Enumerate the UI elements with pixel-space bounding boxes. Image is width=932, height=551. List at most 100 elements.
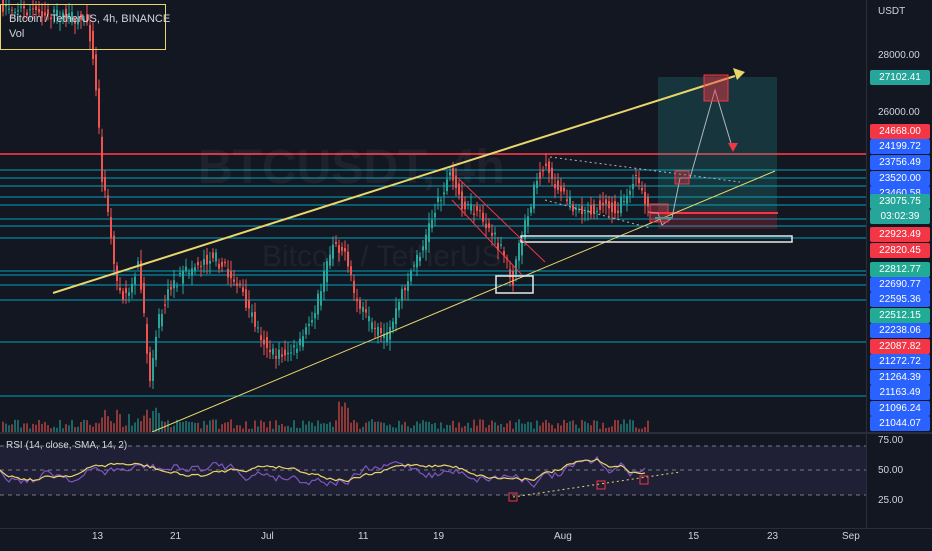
price-tag: 21264.39 [870, 370, 930, 385]
candle-body [377, 326, 379, 336]
candle-body [557, 180, 559, 191]
candle-body [629, 190, 631, 195]
candle-body [5, 3, 7, 7]
volume-bar [86, 420, 88, 432]
volume-bar [410, 428, 412, 432]
price-tick-26000: 26000.00 [878, 107, 920, 118]
candle-body [251, 312, 253, 317]
candle-body [596, 210, 598, 212]
candle-body [536, 180, 538, 188]
symbol-legend[interactable]: Bitcoin / TetherUS, 4h, BINANCE Vol [0, 4, 170, 50]
volume-bar [581, 419, 583, 432]
candle-body [590, 205, 592, 215]
volume-bar [2, 421, 4, 432]
volume-bar [578, 428, 580, 432]
candle-body [206, 254, 208, 265]
candle-body [167, 289, 169, 301]
volume-bar [377, 421, 379, 432]
candle-body [164, 304, 166, 306]
candle-body [524, 220, 526, 240]
rsi-chart[interactable] [0, 434, 866, 528]
price-tick-28000: 28000.00 [878, 50, 920, 61]
volume-bar [317, 420, 319, 432]
volume-bar [617, 420, 619, 432]
volume-bar [350, 422, 352, 432]
candle-body [587, 210, 589, 213]
candle-body [353, 280, 355, 293]
rsi-scale[interactable] [866, 434, 932, 528]
candle-body [101, 136, 103, 182]
volume-bar [461, 427, 463, 432]
time-axis[interactable] [0, 528, 932, 551]
candlestick-chart[interactable] [0, 0, 866, 432]
candle-body [530, 206, 532, 213]
volume-bar [389, 424, 391, 432]
candle-body [623, 201, 625, 203]
volume-bar [188, 421, 190, 432]
candle-body [185, 266, 187, 271]
candle-body [338, 245, 340, 253]
volume-bar [119, 414, 121, 432]
volume-bar [620, 424, 622, 432]
volume-bar [464, 425, 466, 432]
falling-channel-line [457, 177, 546, 263]
volume-bar [647, 420, 649, 432]
candle-body [647, 196, 649, 207]
candle-body [257, 327, 259, 329]
volume-bar [287, 425, 289, 432]
volume-bar [425, 421, 427, 432]
candle-body [428, 223, 430, 243]
volume-bar [644, 426, 646, 432]
candle-body [74, 19, 76, 24]
candle-body [626, 195, 628, 204]
candle-body [548, 161, 550, 173]
candle-body [179, 272, 181, 275]
volume-bar [542, 422, 544, 432]
candle-body [383, 333, 385, 338]
rsi-marker [639, 475, 649, 485]
price-tag: 22238.06 [870, 323, 930, 338]
volume-bar [302, 420, 304, 432]
rsi-legend[interactable]: RSI (14, close, SMA, 14, 2) [6, 440, 128, 451]
rsi-pane[interactable] [0, 434, 866, 528]
volume-bar [248, 428, 250, 432]
support-box [520, 235, 793, 243]
candle-body [77, 19, 79, 25]
volume-bar [338, 401, 340, 432]
rsi-tick-75: 75.00 [878, 435, 904, 446]
candle-body [2, 0, 4, 12]
candle-body [278, 349, 280, 359]
candle-body [374, 327, 376, 329]
candle-body [533, 184, 535, 209]
volume-bar [374, 421, 376, 432]
candle-body [104, 177, 106, 191]
candle-body [44, 12, 46, 16]
volume-bar [128, 413, 130, 432]
candle-body [20, 6, 22, 8]
time-label-aug: Aug [554, 531, 572, 542]
candle-body [17, 10, 19, 12]
price-chart-pane[interactable]: BTCUSDT, 4h Bitcoin / TetherUS Bitcoin /… [0, 0, 866, 432]
price-tag: 24199.72 [870, 139, 930, 154]
volume-bar [35, 424, 37, 432]
candle-body [239, 283, 241, 285]
entry-marker [649, 203, 669, 223]
trendline-arrowhead [733, 68, 745, 80]
price-scale[interactable] [866, 0, 932, 432]
candle-body [248, 300, 250, 309]
volume-bar [125, 425, 127, 432]
volume-bar [242, 428, 244, 432]
pane-separator[interactable] [0, 432, 932, 434]
volume-bar [584, 421, 586, 432]
candle-body [128, 292, 130, 296]
time-label-11: 11 [358, 531, 369, 542]
candle-body [113, 235, 115, 264]
rsi-tick-50: 50.00 [878, 465, 904, 476]
candle-body [464, 201, 466, 210]
volume-bar [239, 425, 241, 432]
volume-bar [392, 427, 394, 432]
price-tag: 22087.82 [870, 339, 930, 354]
volume-bar [197, 422, 199, 432]
candle-body [110, 217, 112, 239]
volume-bar [80, 421, 82, 432]
